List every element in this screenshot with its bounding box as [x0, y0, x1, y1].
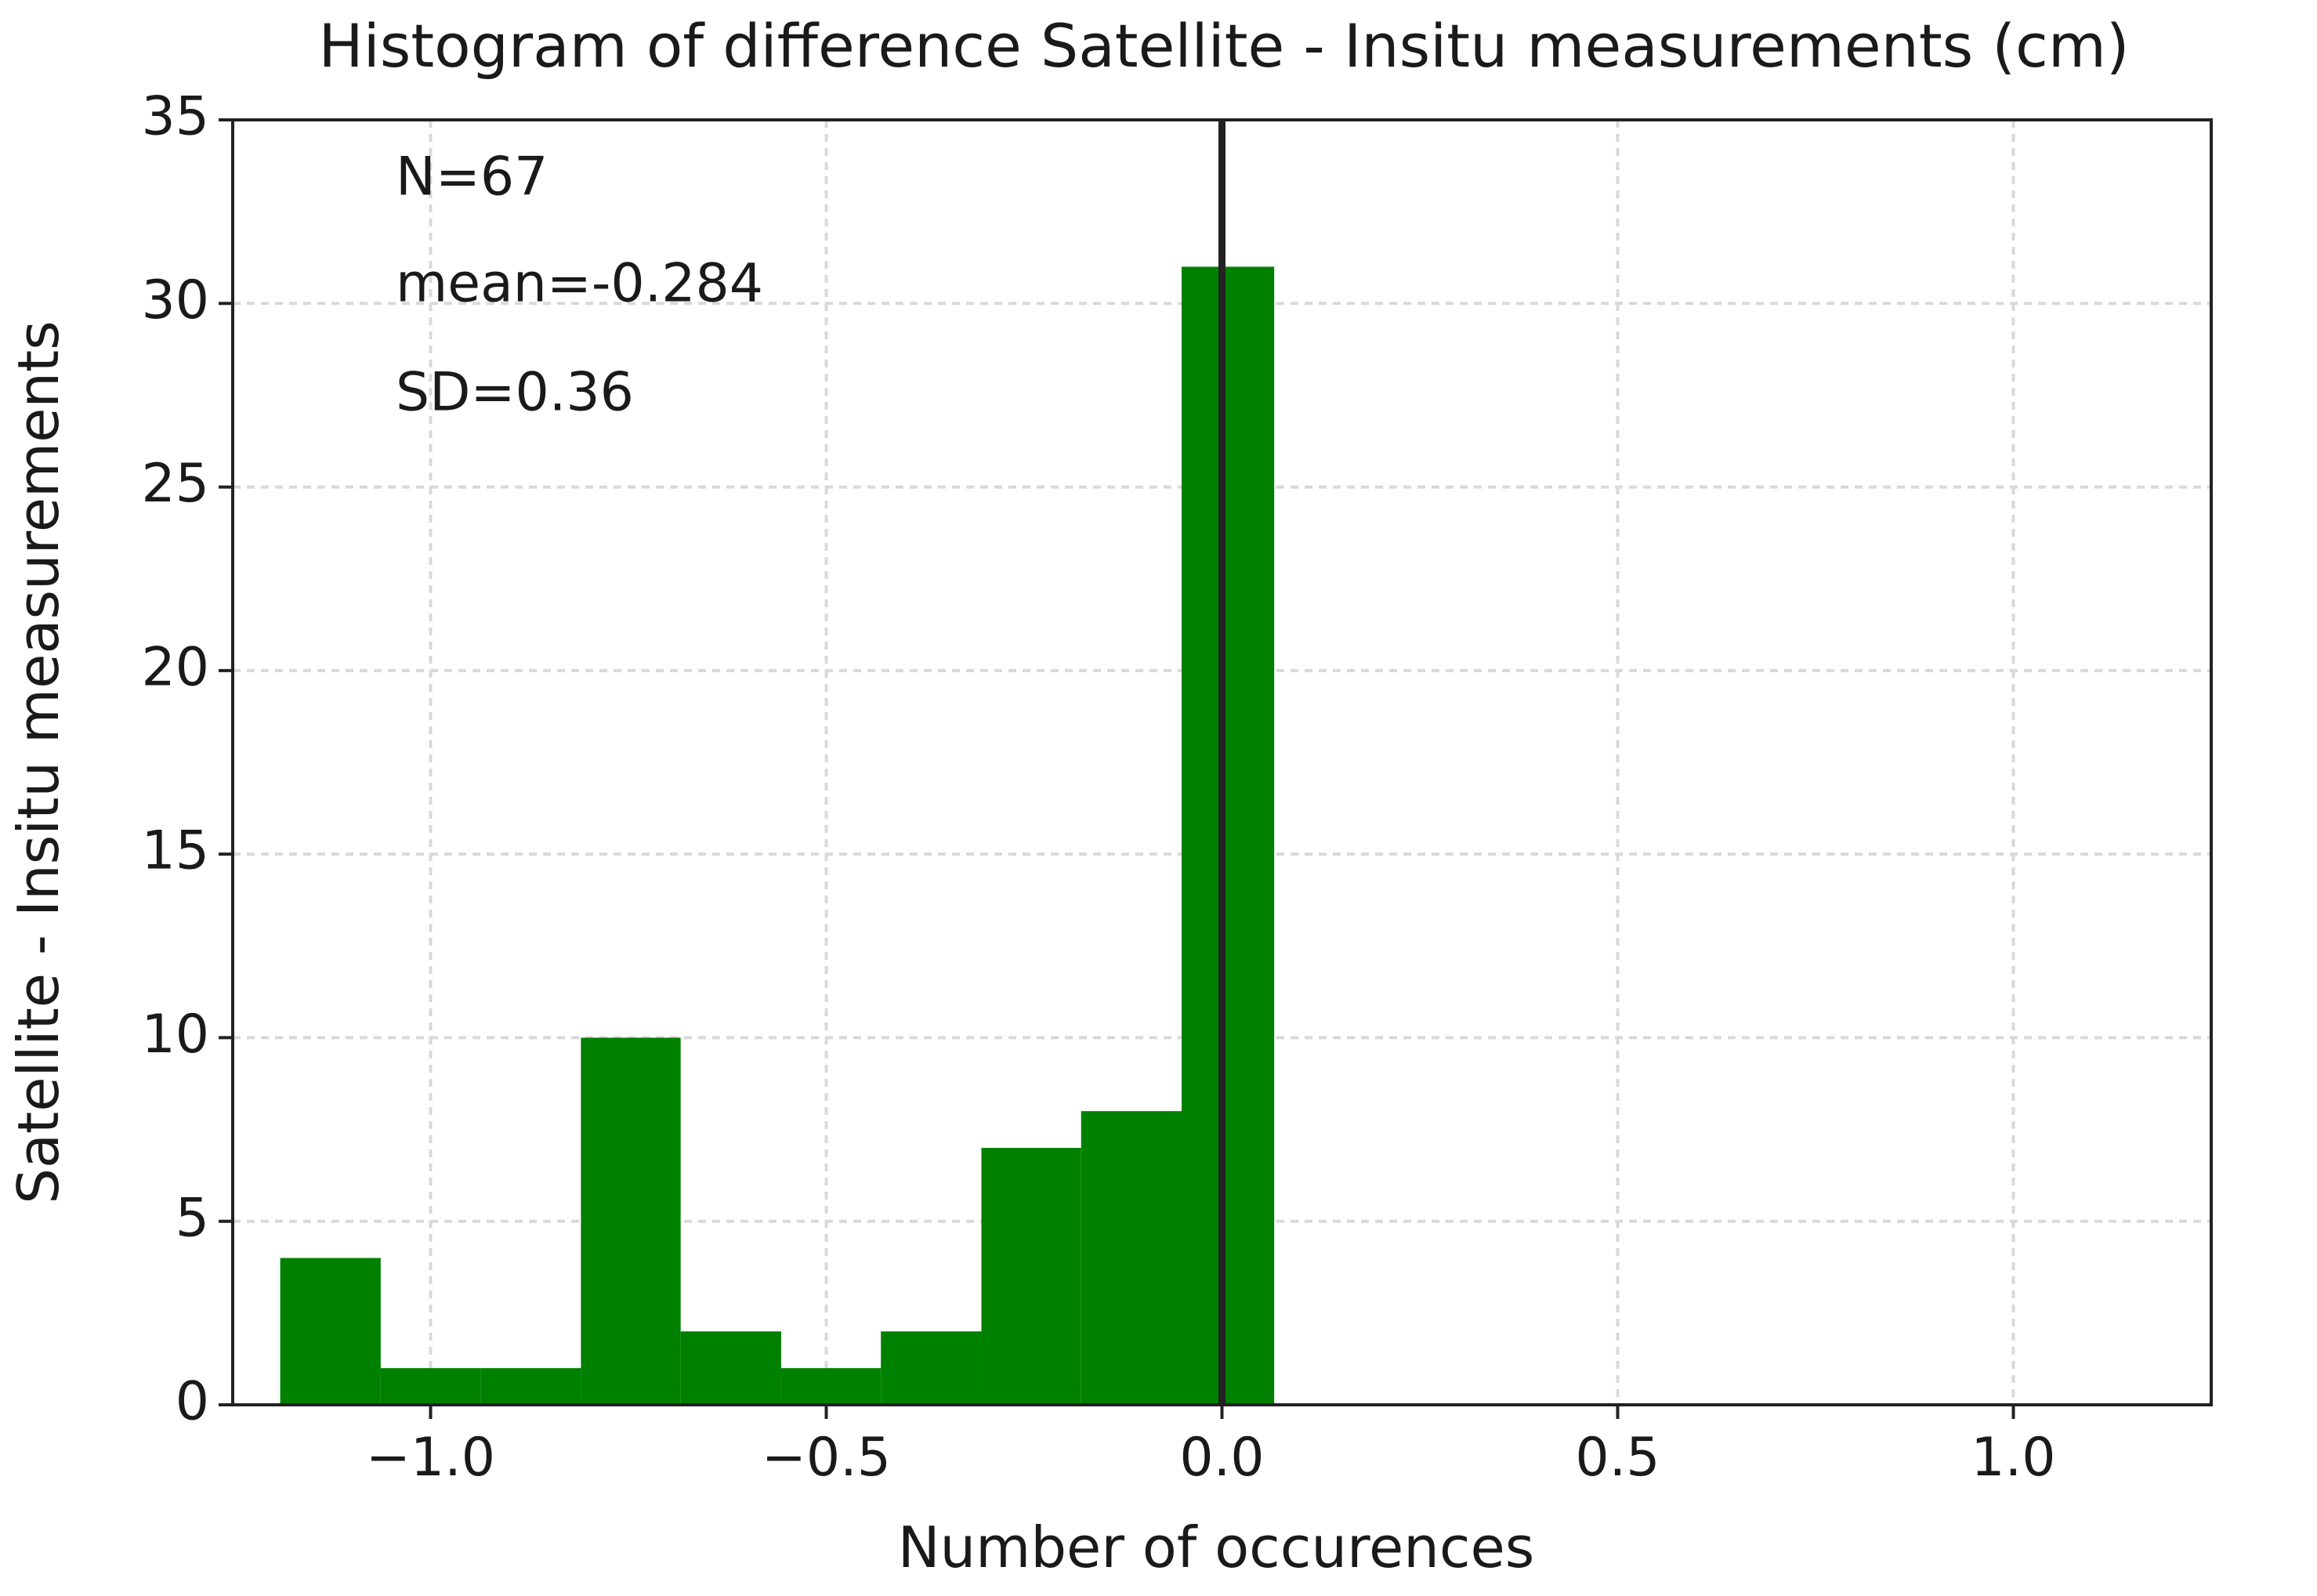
- annotation-sd: SD=0.36: [396, 362, 634, 424]
- x-tick-label: −0.5: [762, 1427, 891, 1489]
- histogram-bar: [881, 1331, 982, 1405]
- annotation-n: N=67: [396, 147, 548, 208]
- bars: [280, 266, 1275, 1405]
- histogram-bar: [380, 1368, 481, 1405]
- y-axis-ticks: 0 5 10 15 20 25 30 35: [141, 86, 233, 1433]
- y-tick-label: 20: [141, 636, 209, 698]
- y-tick-label: 5: [176, 1187, 209, 1249]
- y-tick-label: 30: [141, 270, 209, 331]
- y-axis-label: Satellite - Insitu measurements: [5, 320, 71, 1204]
- x-tick-label: 0.5: [1575, 1427, 1660, 1489]
- x-tick-label: −1.0: [366, 1427, 495, 1489]
- chart-title: Histogram of difference Satellite - Insi…: [318, 11, 2129, 81]
- histogram-bar: [581, 1037, 681, 1405]
- y-tick-label: 35: [141, 86, 209, 148]
- statistics-annotations: N=67 mean=-0.284 SD=0.36: [396, 147, 763, 424]
- histogram-bar: [680, 1331, 781, 1405]
- histogram-bar: [280, 1258, 381, 1405]
- x-axis-ticks: −1.0 −0.5 0.0 0.5 1.0: [366, 1405, 2056, 1489]
- y-tick-label: 15: [141, 820, 209, 882]
- histogram-bar: [981, 1148, 1081, 1405]
- y-tick-label: 10: [141, 1004, 209, 1066]
- x-axis-label: Number of occurences: [898, 1515, 1535, 1580]
- y-tick-label: 25: [141, 453, 209, 515]
- annotation-mean: mean=-0.284: [396, 253, 763, 315]
- histogram-bar: [1181, 266, 1275, 1405]
- histogram-bar: [1081, 1111, 1182, 1405]
- histogram-bar: [480, 1368, 581, 1405]
- histogram-bar: [780, 1368, 882, 1405]
- x-tick-label: 1.0: [1971, 1427, 2055, 1489]
- y-tick-label: 0: [176, 1371, 209, 1433]
- x-tick-label: 0.0: [1179, 1427, 1264, 1489]
